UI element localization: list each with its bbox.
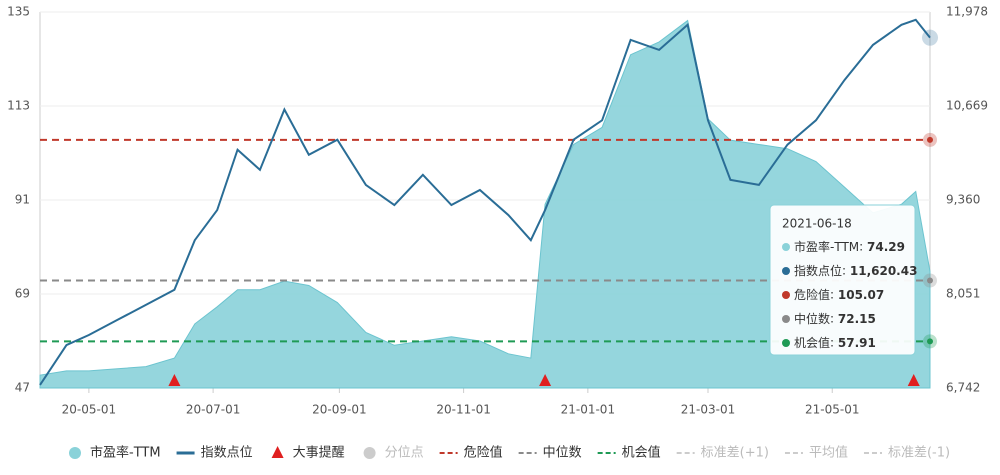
x-tick-label: 20-07-01 — [186, 403, 240, 417]
legend-item[interactable]: 危险值 — [439, 445, 503, 461]
tooltip-name: 市盈率-TTM — [794, 239, 859, 254]
tooltip-name: 危险值 — [794, 287, 830, 302]
legend-label: 分位点 — [385, 446, 424, 461]
legend-item[interactable]: 分位点 — [363, 446, 424, 461]
y-tick-label: 69 — [15, 287, 30, 301]
tooltip-name: 中位数 — [794, 311, 830, 326]
legend-label: 市盈率-TTM — [90, 445, 161, 461]
tooltip-value: 11,620.43 — [850, 264, 918, 278]
tooltip-dot — [782, 267, 790, 275]
tooltip-dot — [782, 243, 790, 251]
tooltip-name: 指数点位 — [794, 263, 842, 278]
y2-tick-label: 11,978 — [946, 5, 988, 19]
tooltip-name: 机会值 — [794, 335, 830, 350]
event-marker — [539, 374, 552, 386]
tooltip-value: 105.07 — [838, 288, 884, 302]
y2-tick-label: 6,742 — [946, 381, 980, 395]
tooltip-value: 57.91 — [838, 336, 876, 350]
y2-tick-label: 9,360 — [946, 193, 980, 207]
y2-tick-label: 8,051 — [946, 287, 980, 301]
y-tick-label: 91 — [15, 193, 30, 207]
legend-label: 机会值 — [622, 445, 661, 461]
legend-label: 危险值 — [464, 445, 503, 461]
tooltip-dot — [782, 339, 790, 347]
legend-item[interactable]: 市盈率-TTM — [69, 445, 161, 461]
x-tick-label: 20-09-01 — [312, 403, 366, 417]
legend-symbol — [271, 446, 284, 458]
legend-item[interactable]: 平均值 — [784, 445, 848, 461]
tooltip-box — [769, 204, 916, 356]
y-tick-label: 47 — [15, 381, 30, 395]
legend-symbol — [69, 447, 81, 459]
tooltip-row: 中位数: 72.15 — [794, 311, 876, 326]
legend-label: 大事提醒 — [293, 445, 345, 461]
legend-label: 标准差(+1) — [701, 446, 769, 461]
y-tick-label: 135 — [7, 5, 30, 19]
reference-end-dot — [927, 136, 933, 143]
index-end-dot — [922, 29, 938, 46]
legend-label: 标准差(-1) — [888, 446, 950, 461]
reference-end-dot — [927, 277, 933, 284]
legend-item[interactable]: 机会值 — [597, 445, 661, 461]
x-tick-label: 21-01-01 — [561, 403, 615, 417]
tooltip-row: 指数点位: 11,620.43 — [794, 263, 917, 278]
legend-label: 平均值 — [809, 445, 848, 461]
legend-item[interactable]: 标准差(-1) — [863, 446, 950, 461]
tooltip-value: 72.15 — [838, 312, 876, 326]
x-tick-label: 21-03-01 — [681, 403, 735, 417]
legend-item[interactable]: 标准差(+1) — [676, 446, 769, 461]
pe-area — [39, 19, 931, 389]
x-tick-label: 20-05-01 — [62, 403, 116, 417]
legend-symbol — [363, 447, 376, 459]
tooltip-row: 市盈率-TTM: 74.29 — [794, 239, 905, 254]
tooltip: 2021-06-18 市盈率-TTM: 74.29 指数点位: 11,620.43 危… — [769, 204, 917, 356]
tooltip-value: 74.29 — [867, 240, 905, 254]
legend-label: 指数点位 — [201, 446, 253, 461]
legend-item[interactable]: 指数点位 — [176, 446, 253, 461]
y2-tick-label: 10,669 — [946, 99, 988, 113]
event-marker — [907, 374, 920, 386]
x-tick-label: 21-05-01 — [805, 403, 859, 417]
tooltip-row: 危险值: 105.07 — [794, 287, 884, 302]
legend-item[interactable]: 大事提醒 — [271, 445, 345, 461]
x-tick-label: 20-11-01 — [436, 403, 490, 417]
tooltip-dot — [782, 291, 790, 299]
tooltip-date: 2021-06-18 — [782, 217, 852, 231]
legend: 市盈率-TTM 指数点位 大事提醒 分位点 危险值 中位数 机会值 标准差(+1) 平均值 标准差… — [69, 445, 950, 461]
tooltip-dot — [782, 315, 790, 323]
legend-item[interactable]: 中位数 — [518, 446, 582, 461]
reference-end-dot — [927, 338, 933, 345]
event-marker — [168, 374, 181, 386]
index-line — [39, 18, 931, 386]
tooltip-row: 机会值: 57.91 — [794, 335, 876, 350]
legend-label: 中位数 — [543, 446, 582, 461]
y-tick-label: 113 — [7, 99, 30, 113]
